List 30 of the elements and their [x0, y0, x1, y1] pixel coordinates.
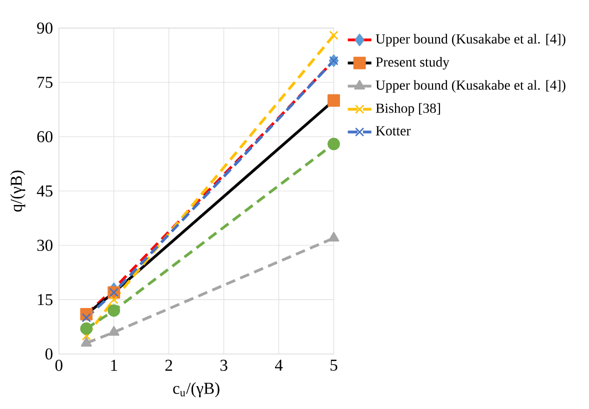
y-tick-label: 15 — [38, 294, 52, 306]
y-tick-label: 45 — [36, 186, 52, 197]
point — [108, 326, 120, 336]
x-axis-title: c$_{u}$/(γB) — [173, 382, 220, 398]
x-tick-label: 5 — [330, 360, 338, 371]
legend-label: Bishop [38] — [376, 103, 440, 116]
y-tick-label: 90 — [37, 22, 52, 34]
y-tick-label: 30 — [37, 240, 52, 251]
legend-label: Present study — [376, 56, 450, 70]
x-tick-label: 2 — [165, 360, 172, 371]
y-tick-label: 75 — [38, 76, 52, 88]
x-tick-label: 0 — [55, 360, 62, 371]
x-tick-label: 1 — [111, 360, 118, 371]
point — [80, 322, 93, 335]
y-tick-label: 60 — [37, 131, 52, 142]
point — [82, 313, 91, 322]
point — [108, 304, 120, 317]
point — [328, 94, 340, 107]
legend-label: Kotter — [376, 126, 411, 136]
legend-label: Upper bound (Kusakabe et al. [4]) — [376, 34, 566, 46]
point — [109, 295, 118, 304]
y-axis-title: q/(γB) — [10, 170, 26, 212]
point — [80, 336, 92, 347]
legend-label: Upper bound (Kusakabe et al. [4]) — [376, 80, 566, 93]
x-tick-label: 4 — [274, 360, 283, 371]
point — [328, 138, 340, 150]
point — [328, 232, 340, 242]
x-tick-label: 3 — [220, 360, 228, 371]
point — [329, 30, 338, 40]
y-tick-label: 0 — [45, 348, 52, 360]
